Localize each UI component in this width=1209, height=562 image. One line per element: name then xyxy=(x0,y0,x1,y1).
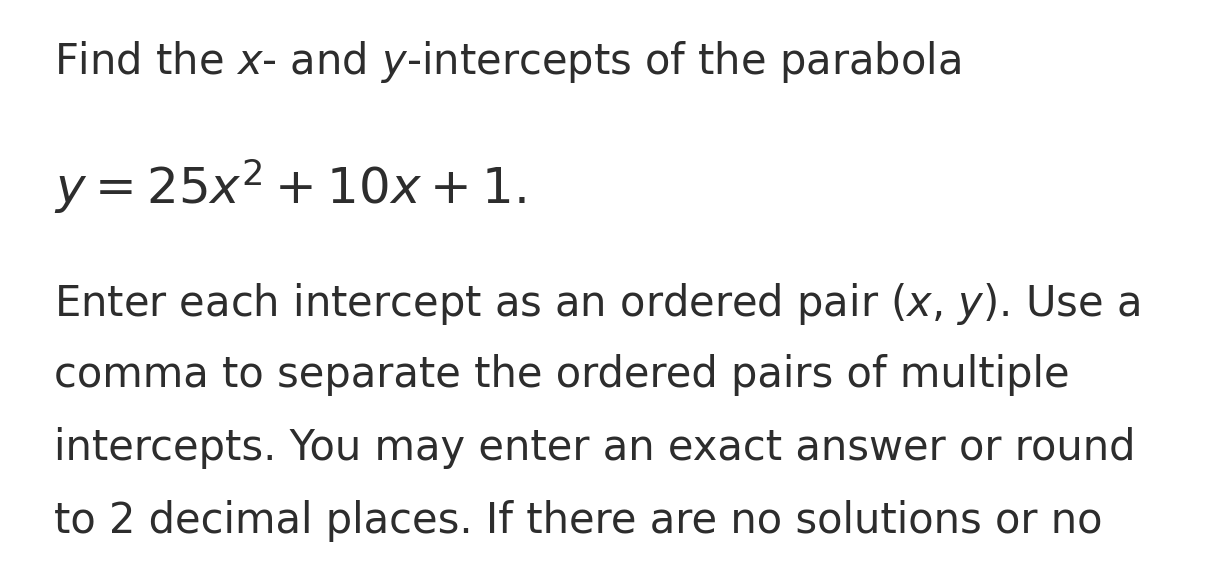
Text: Enter each intercept as an ordered pair ($\mathit{x}$, $\mathit{y}$). Use a: Enter each intercept as an ordered pair … xyxy=(54,281,1140,327)
Text: comma to separate the ordered pairs of multiple: comma to separate the ordered pairs of m… xyxy=(54,354,1070,396)
Text: $y = 25x^2 + 10x + 1.$: $y = 25x^2 + 10x + 1.$ xyxy=(54,157,526,216)
Text: to 2 decimal places. If there are no solutions or no: to 2 decimal places. If there are no sol… xyxy=(54,500,1103,542)
Text: Find the $\mathit{x}$- and $\mathit{y}$-intercepts of the parabola: Find the $\mathit{x}$- and $\mathit{y}$-… xyxy=(54,39,961,85)
Text: intercepts. You may enter an exact answer or round: intercepts. You may enter an exact answe… xyxy=(54,427,1136,469)
